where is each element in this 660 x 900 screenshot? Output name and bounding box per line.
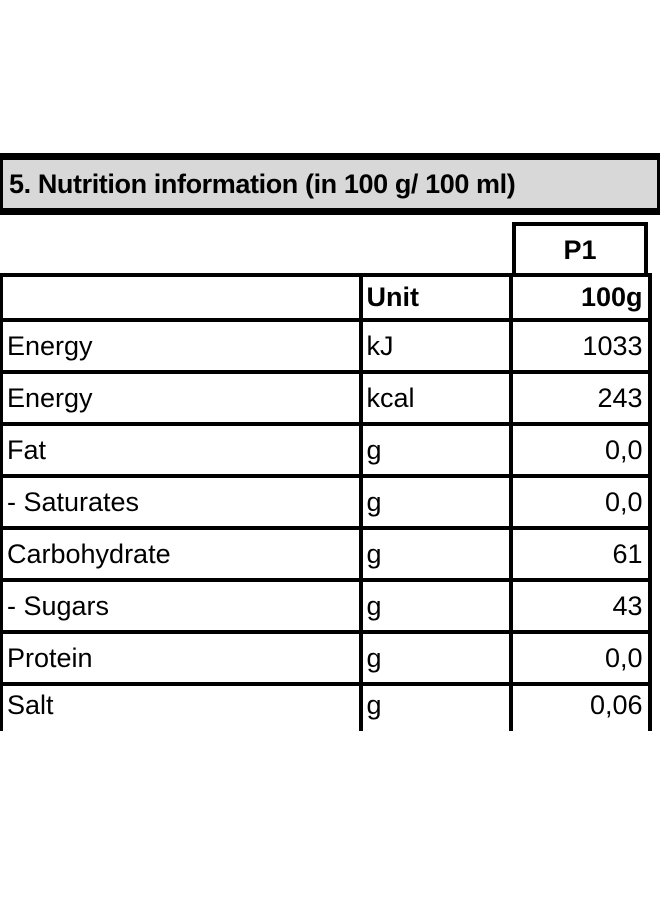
table-row: - Saturates g 0,0 bbox=[0, 474, 652, 530]
table-row: Energy kcal 243 bbox=[0, 370, 652, 426]
nutrient-cell: Salt bbox=[0, 682, 363, 731]
unit-column-header: Unit bbox=[358, 273, 513, 322]
unit-cell: g bbox=[358, 474, 513, 530]
table-row: - Sugars g 43 bbox=[0, 578, 652, 634]
table-row: Energy kJ 1033 bbox=[0, 318, 652, 374]
nutrient-column-header bbox=[0, 273, 363, 322]
table-row: Salt g 0,06 bbox=[0, 682, 652, 731]
amount-cell: 0,0 bbox=[508, 474, 652, 530]
nutrition-table: Unit 100g Energy kJ 1033 Energy kcal 243… bbox=[0, 273, 652, 731]
unit-cell: kcal bbox=[358, 370, 513, 426]
nutrient-cell: Carbohydrate bbox=[0, 526, 363, 582]
nutrient-cell: Fat bbox=[0, 422, 363, 478]
amount-cell: 0,0 bbox=[508, 422, 652, 478]
amount-cell: 61 bbox=[508, 526, 652, 582]
table-row: Fat g 0,0 bbox=[0, 422, 652, 478]
amount-cell: 243 bbox=[508, 370, 652, 426]
unit-cell: g bbox=[358, 578, 513, 634]
unit-cell: g bbox=[358, 526, 513, 582]
unit-cell: kJ bbox=[358, 318, 513, 374]
nutrient-cell: Protein bbox=[0, 630, 363, 686]
table-row: Carbohydrate g 61 bbox=[0, 526, 652, 582]
unit-cell: g bbox=[358, 422, 513, 478]
nutrient-cell: Energy bbox=[0, 318, 363, 374]
product-header-cell: P1 bbox=[512, 222, 648, 278]
nutrient-cell: - Sugars bbox=[0, 578, 363, 634]
section-header: 5. Nutrition information (in 100 g/ 100 … bbox=[0, 153, 660, 215]
table-header-row: Unit 100g bbox=[0, 273, 652, 322]
amount-column-header: 100g bbox=[508, 273, 652, 322]
section-title: 5. Nutrition information (in 100 g/ 100 … bbox=[9, 169, 516, 199]
table-row: Protein g 0,0 bbox=[0, 630, 652, 686]
amount-cell: 43 bbox=[508, 578, 652, 634]
unit-cell: g bbox=[358, 630, 513, 686]
unit-cell: g bbox=[358, 682, 513, 731]
amount-cell: 0,0 bbox=[508, 630, 652, 686]
nutrient-cell: Energy bbox=[0, 370, 363, 426]
amount-cell: 1033 bbox=[508, 318, 652, 374]
nutrient-cell: - Saturates bbox=[0, 474, 363, 530]
amount-cell: 0,06 bbox=[508, 682, 652, 731]
